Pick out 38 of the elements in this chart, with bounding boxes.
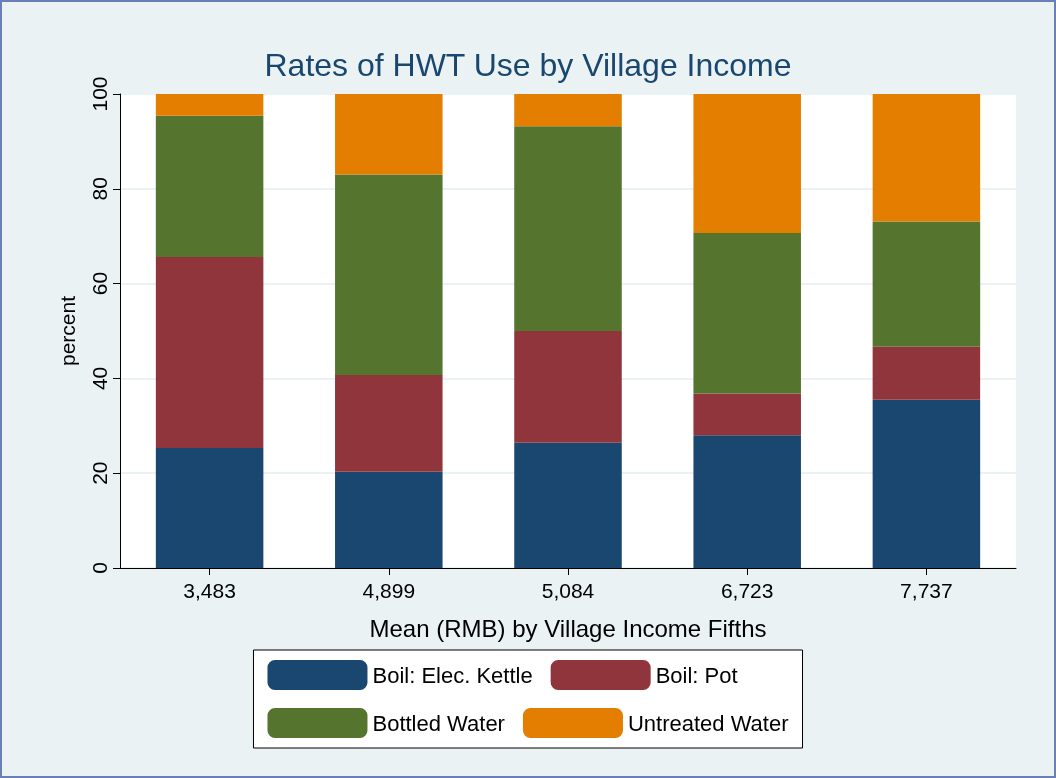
bar [693, 393, 801, 436]
bar [335, 174, 443, 376]
bar [872, 399, 981, 568]
x-tick-label: 4,899 [362, 579, 416, 602]
chart-title: Rates of HWT Use by Village Income [264, 47, 792, 83]
bar [155, 257, 264, 449]
bar [514, 94, 622, 127]
y-tick-label: 40 [88, 366, 111, 391]
bar [872, 94, 981, 222]
y-tick-label: 20 [88, 461, 111, 485]
legend-label: Boil: Pot [655, 662, 738, 688]
bar [693, 94, 801, 233]
legend-label: Bottled Water [372, 710, 505, 736]
legend-label: Untreated Water [627, 710, 789, 736]
bar [335, 375, 443, 472]
bar [155, 94, 264, 116]
bar [872, 346, 981, 400]
bar [514, 126, 622, 331]
bar [514, 442, 622, 568]
x-tick-label: 3,483 [183, 579, 236, 602]
x-tick-label: 5,084 [541, 579, 595, 602]
legend-label: Boil: Elec. Kettle [372, 662, 533, 688]
bar [872, 221, 981, 347]
y-tick-label: 0 [88, 562, 111, 574]
bar [155, 115, 264, 258]
bar [155, 448, 264, 568]
y-tick-label: 80 [88, 177, 111, 201]
x-tick-label: 6,723 [720, 579, 774, 602]
bar [693, 232, 801, 394]
bar [335, 471, 443, 568]
bar [335, 94, 443, 175]
x-tick-label: 7,737 [900, 579, 953, 602]
x-axis-title: Mean (RMB) by Village Income Fifths [369, 614, 767, 642]
bar [693, 435, 801, 568]
y-tick-label: 100 [88, 76, 111, 112]
bar [514, 331, 622, 443]
y-tick-label: 60 [88, 271, 111, 296]
y-axis-title: percent [56, 295, 79, 367]
